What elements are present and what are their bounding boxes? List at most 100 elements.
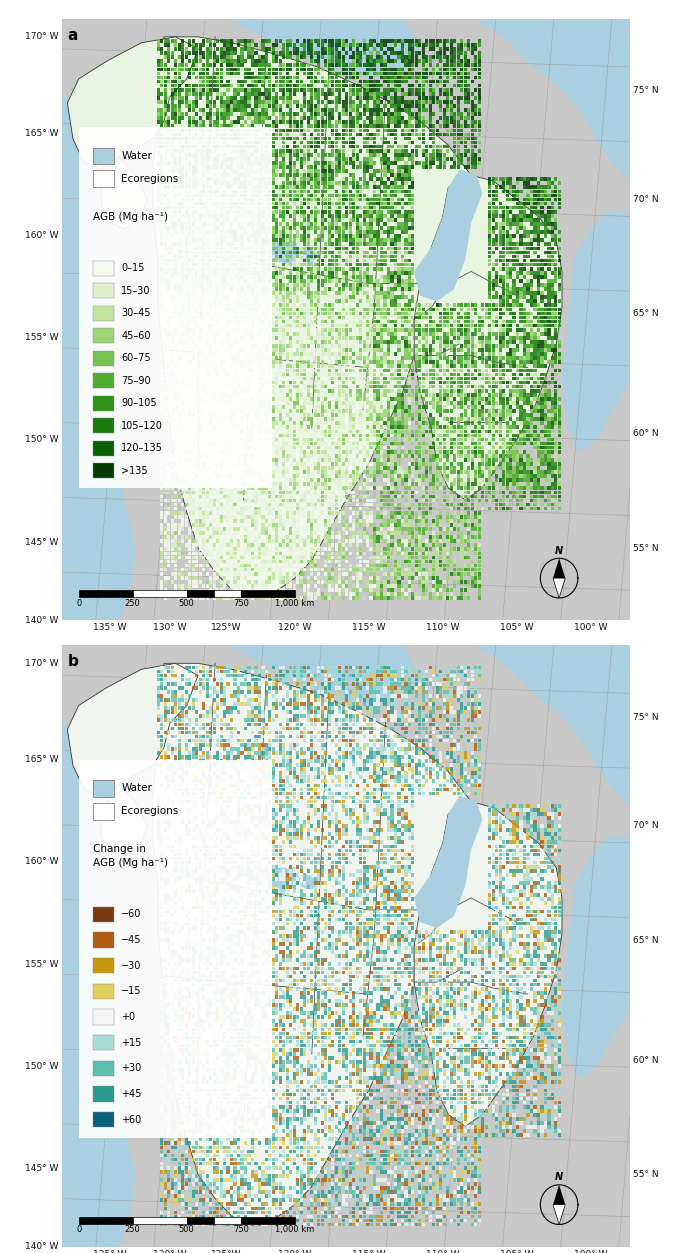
Bar [506,194,509,197]
Bar [269,555,271,559]
Bar [292,584,296,588]
Bar [356,832,359,836]
Bar [269,1064,271,1068]
Bar [234,1133,236,1136]
Bar [314,1145,317,1149]
Bar [540,405,543,408]
Bar [181,539,184,543]
Bar [342,157,345,160]
Bar [292,885,296,888]
Bar [334,80,338,84]
Bar [300,922,303,926]
Bar [373,470,376,474]
Bar [199,1219,201,1223]
Bar [495,291,498,294]
Bar [334,145,338,149]
Bar [338,873,341,877]
Bar [457,979,460,982]
Bar [390,690,394,694]
Bar [279,234,282,238]
Bar [251,682,254,685]
Bar [230,442,233,445]
Bar [464,372,466,376]
Bar [342,450,345,454]
Bar [362,254,366,258]
Bar [506,962,509,966]
Bar [286,718,289,722]
Bar [523,999,526,1002]
Bar [408,55,411,59]
Bar [495,211,498,213]
Bar [477,792,481,796]
Bar [373,893,376,897]
Bar [230,1121,233,1125]
Bar [216,352,219,356]
Bar [265,307,268,311]
Bar [422,450,425,454]
Bar [356,933,359,937]
Bar [377,917,379,921]
Bar [519,189,523,193]
Bar [506,234,509,238]
Bar [492,1011,495,1015]
Bar [422,1044,425,1048]
Bar [342,723,345,727]
Bar [234,1178,236,1182]
Bar [219,955,223,959]
Bar [234,1182,236,1185]
Bar [338,238,341,242]
Bar [342,120,345,124]
Bar [262,381,264,385]
Bar [237,759,240,763]
Bar [373,71,376,75]
Bar [453,1096,456,1100]
Bar [174,296,177,299]
Bar [436,421,439,425]
Bar [227,417,229,421]
Bar [408,881,411,885]
Bar [359,96,362,100]
Bar [282,1162,286,1165]
Bar [234,413,236,417]
Bar [338,410,341,412]
Bar [425,982,428,986]
Bar [265,316,268,320]
Bar [394,991,397,995]
Bar [443,685,446,689]
Bar [216,169,219,173]
Bar [415,502,418,506]
Bar [432,1182,436,1185]
Bar [160,84,163,88]
Bar [366,767,369,771]
Bar [551,316,554,320]
Bar [401,971,404,975]
Bar [369,1056,373,1060]
Bar [547,1113,551,1116]
Bar [272,397,275,401]
Bar [327,1129,331,1133]
Bar [390,1125,394,1129]
Bar [492,828,495,832]
Bar [390,271,394,274]
Bar [251,975,254,979]
Bar [272,303,275,307]
Bar [488,917,491,921]
Bar [247,1076,251,1080]
Bar [384,124,386,128]
Bar [457,405,460,408]
Bar [481,323,484,327]
Bar [289,966,292,970]
Bar [286,238,289,242]
Bar [240,117,244,120]
Bar [219,1053,223,1055]
Bar [310,1182,313,1185]
Bar [453,1069,456,1071]
Bar [492,890,495,893]
Bar [460,84,463,88]
Bar [230,137,233,140]
Bar [534,303,536,307]
Bar [254,251,258,254]
Bar [206,1027,209,1031]
Bar [464,1048,466,1051]
Bar [534,271,536,274]
